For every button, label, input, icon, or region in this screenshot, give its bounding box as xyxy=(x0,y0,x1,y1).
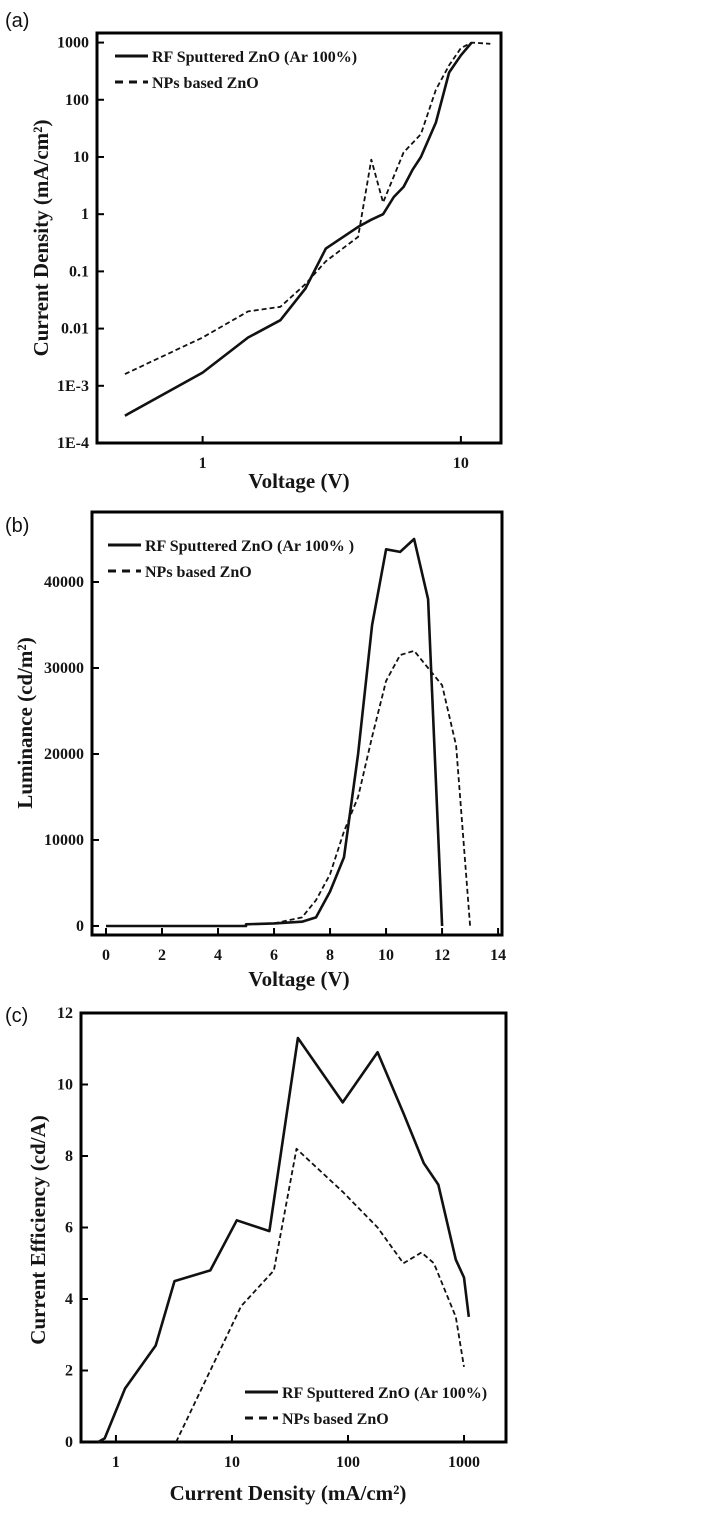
panel-tag: (a) xyxy=(5,10,29,32)
x-axis-label: Voltage (V) xyxy=(248,967,349,991)
y-tick-label: 10 xyxy=(73,149,89,166)
series-line-nps-based xyxy=(175,1147,465,1443)
y-axis-label: Current Density (mA/cm²) xyxy=(29,120,53,357)
x-tick-label: 100 xyxy=(336,1454,360,1471)
legend-label: NPs based ZnO xyxy=(282,1411,389,1428)
x-tick-label: 10 xyxy=(224,1454,240,1471)
x-tick-label: 10 xyxy=(378,947,394,964)
y-tick-label: 0.1 xyxy=(69,263,89,280)
legend-label: RF Sputtered ZnO (Ar 100%) xyxy=(152,49,357,66)
panel-tag: (c) xyxy=(5,1005,28,1027)
y-tick-label: 1E-3 xyxy=(57,378,89,395)
y-tick-label: 0 xyxy=(76,918,84,935)
x-axis-label: Voltage (V) xyxy=(248,469,349,493)
legend-label: RF Sputtered ZnO (Ar 100%) xyxy=(282,1385,487,1402)
y-axis-label: Current Efficiency (cd/A) xyxy=(26,1115,50,1344)
panel-3: (c) 1 10 100 1000 0 2 4 6 8 10 12 Current Density (m… xyxy=(5,1005,508,1505)
y-axis-label: Luminance (cd/m²) xyxy=(13,637,37,808)
y-tick-label: 2 xyxy=(65,1363,73,1380)
x-tick-label: 6 xyxy=(270,947,278,964)
x-tick-label: 0 xyxy=(102,947,110,964)
x-tick-label: 10 xyxy=(453,455,469,472)
y-tick-label: 100 xyxy=(65,92,89,109)
x-tick-label: 4 xyxy=(214,947,222,964)
legend-label: RF Sputtered ZnO (Ar 100% ) xyxy=(145,538,354,555)
y-tick-label: 10 xyxy=(57,1077,73,1094)
panel-1: (a) 1 10 1E-4 1E-3 0.01 0.1 1 10 100 1000 Voltage (… xyxy=(5,10,503,493)
panel-tag: (b) xyxy=(5,515,29,537)
x-tick-label: 2 xyxy=(158,947,166,964)
x-tick-label: 14 xyxy=(490,947,506,964)
series-line-rf-sputtered xyxy=(124,41,473,417)
y-tick-label: 40000 xyxy=(44,574,84,591)
x-axis-label: Current Density (mA/cm²) xyxy=(170,1481,407,1505)
x-tick-label: 12 xyxy=(434,947,450,964)
x-tick-label: 1000 xyxy=(448,1454,480,1471)
x-tick-label: 1 xyxy=(199,455,207,472)
y-tick-label: 1E-4 xyxy=(57,435,89,452)
y-tick-label: 6 xyxy=(65,1220,73,1237)
plot-frame xyxy=(79,1011,508,1444)
y-tick-label: 8 xyxy=(65,1148,73,1165)
x-tick-label: 1 xyxy=(112,1454,120,1471)
y-tick-label: 1000 xyxy=(57,35,89,52)
y-tick-label: 0 xyxy=(65,1434,73,1451)
x-tick-label: 8 xyxy=(326,947,334,964)
y-tick-label: 1 xyxy=(81,206,89,223)
plot-frame xyxy=(90,510,504,937)
y-tick-label: 12 xyxy=(57,1005,73,1022)
plot-frame xyxy=(95,31,503,445)
y-tick-label: 4 xyxy=(65,1291,73,1308)
legend-label: NPs based ZnO xyxy=(145,564,252,581)
y-tick-label: 30000 xyxy=(44,660,84,677)
y-tick-label: 0.01 xyxy=(61,321,89,338)
legend-label: NPs based ZnO xyxy=(152,75,259,92)
y-tick-label: 20000 xyxy=(44,746,84,763)
series-line-rf-sputtered xyxy=(97,1036,471,1444)
series-line-rf-sputtered xyxy=(106,537,444,928)
y-tick-label: 10000 xyxy=(44,832,84,849)
series-line-nps-based xyxy=(124,41,491,375)
panel-2: (b) 0 2 4 6 8 10 12 14 0 10000 20000 30000 40000 Volta… xyxy=(5,510,506,991)
